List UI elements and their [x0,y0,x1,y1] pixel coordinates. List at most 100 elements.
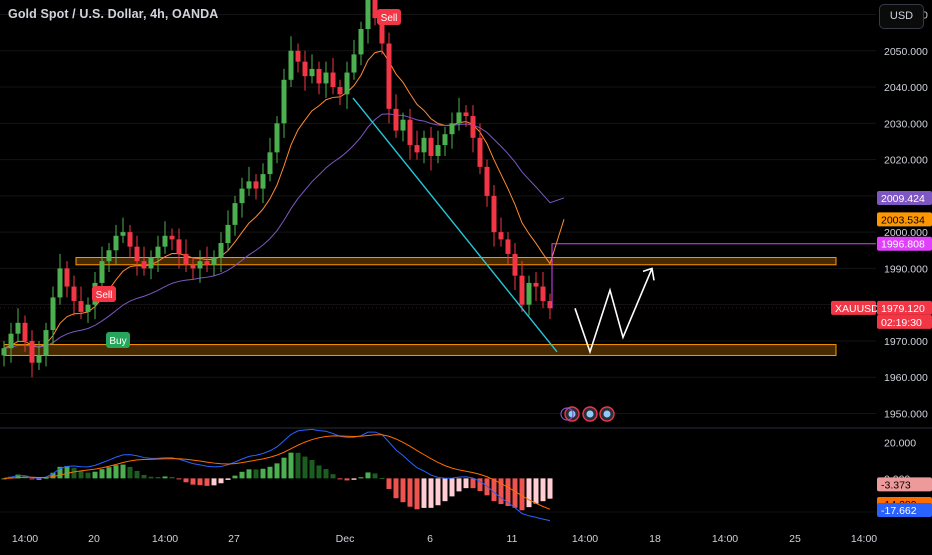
trendline [352,97,558,353]
histogram-bar [470,478,476,489]
event-icon-ring [560,407,574,421]
histogram-bar [71,467,77,479]
candle [393,108,399,131]
histogram-bar [218,478,224,484]
candle [491,195,497,233]
candle [330,72,336,88]
histogram-bar [337,478,343,480]
candle [225,224,231,244]
histogram-bar [253,469,259,479]
histogram-bar [302,456,308,479]
histogram-bar [456,478,462,492]
drawings[interactable] [352,97,876,355]
symbol-badge: XAUUSD [835,303,879,315]
histogram-bar [512,478,518,508]
candle [337,87,343,95]
histogram-bar [204,478,210,486]
candle [379,18,385,44]
price-label: 2030.000 [884,118,928,130]
candle [36,355,42,363]
time-label: 14:00 [851,533,877,545]
price-label: 1950.000 [884,408,928,420]
candle [498,232,504,240]
candle [351,54,357,73]
histogram-bar [393,478,399,499]
candle [267,152,273,175]
candle [323,72,329,84]
histogram-bar [155,477,161,479]
price-label: 1990.000 [884,263,928,275]
histogram-bar [1,478,7,480]
candle [540,286,546,302]
candle [183,253,189,265]
histogram-bar [225,478,231,480]
candle [428,137,434,156]
candle [505,239,511,254]
candle [302,61,308,77]
candle [141,261,147,269]
buy-marker-left-box [106,332,130,348]
ema-slow-line [3,113,565,349]
histogram-bar [267,466,273,479]
candle [85,304,91,312]
histogram-bar [190,478,196,485]
time-label: 18 [649,533,661,545]
axes: 2060.0002050.0002040.0002030.0002020.000… [12,10,932,545]
candle [113,235,119,251]
candle [204,261,210,265]
price-label: 1970.000 [884,336,928,348]
buy-marker-left: Buy [109,336,126,347]
ema-fast-line [3,50,565,349]
candle [127,232,133,247]
histogram-bar [386,478,392,489]
time-label: 14:00 [152,533,178,545]
histogram-bar [232,475,238,479]
histogram-bar [414,478,420,510]
histogram-bar [540,478,546,502]
level-badge-bg [877,236,932,251]
candle [29,340,35,363]
histogram-bar [162,476,168,479]
candle [169,235,175,240]
histogram-bar [295,452,301,479]
macd-badge: -17.662 [881,505,917,517]
histogram-bar [407,478,413,507]
candle [519,275,525,305]
candles [1,0,553,378]
time-label: 14:00 [12,533,38,545]
histogram-bar [498,478,504,505]
candle [547,301,553,309]
level-line [551,243,876,309]
candle [50,297,56,331]
histogram-bar [260,468,266,479]
histogram-bar [449,478,455,497]
histogram-bar [176,478,182,480]
price-label: 2040.000 [884,82,928,94]
candle [316,68,322,84]
candle [512,253,518,276]
candle [155,246,161,258]
candle [386,43,392,109]
candle [218,243,224,258]
histogram-bar [148,476,154,479]
histogram-bar [400,478,406,503]
histogram-bar [344,478,350,481]
event-icon-flag [603,410,611,418]
currency-button[interactable]: USD [879,4,924,29]
sell-marker-top: Sell [381,13,398,24]
histogram-bar [78,470,84,479]
time-label: 25 [789,533,801,545]
histogram-bar [85,472,91,479]
candle [71,286,77,302]
sell-marker-left: Sell [96,290,113,301]
candle [400,119,406,131]
histogram-bar [92,471,98,479]
candle [15,322,21,334]
histogram-bar [442,478,448,502]
histogram-bar [274,463,280,479]
candle [78,301,84,312]
histogram-bar [106,467,112,479]
projection-path [574,268,653,355]
